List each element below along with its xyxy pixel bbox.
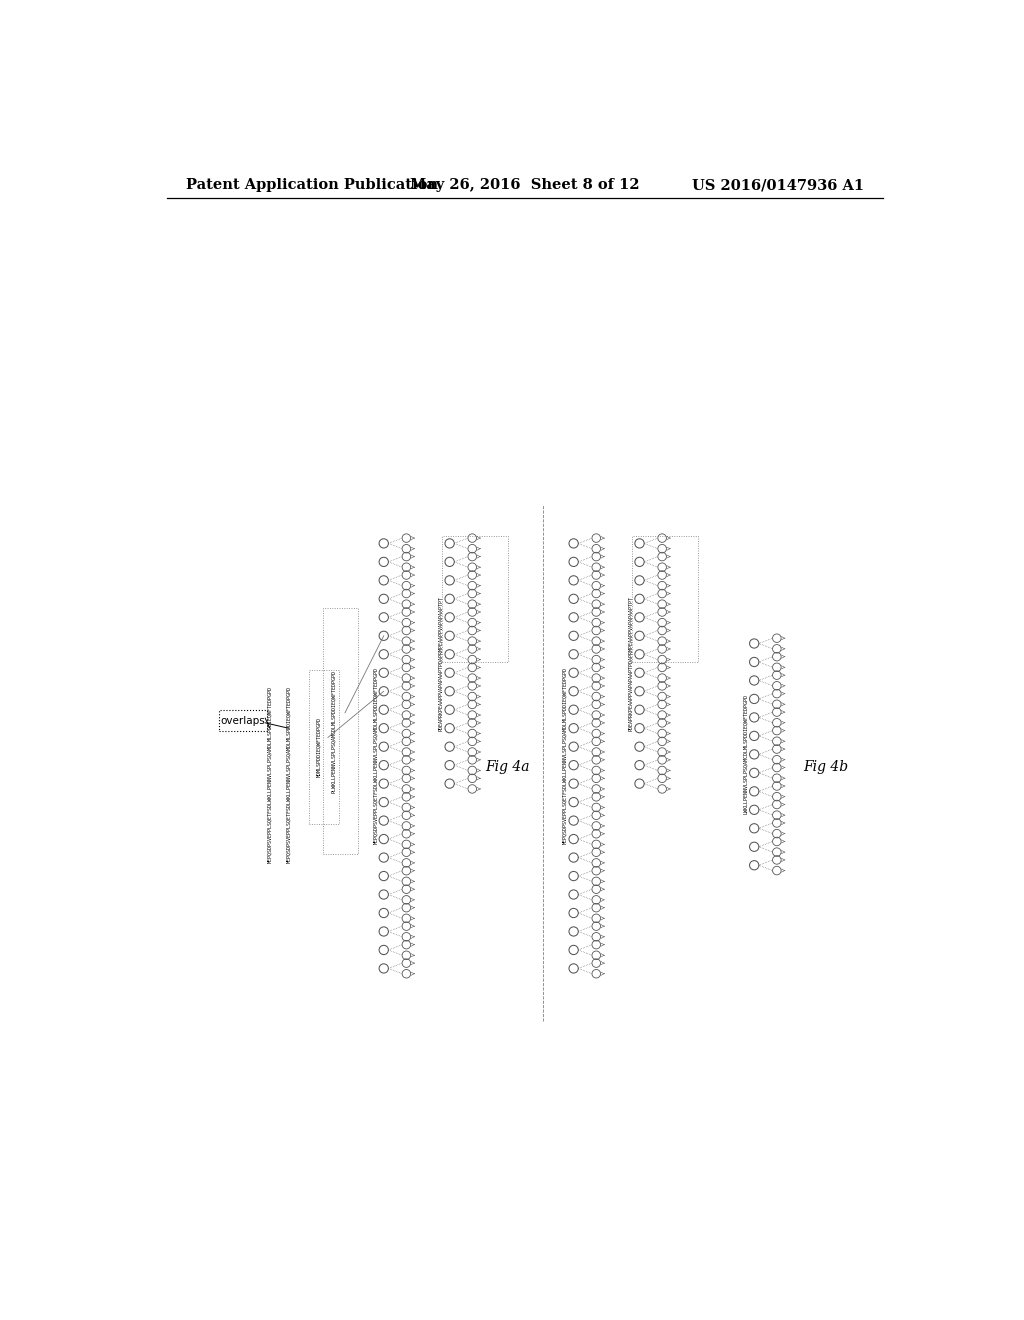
Text: MEPQSDPSVEPPLSQETFSDLWKLLPENNVLSPLPSQAMDLMLSPDDIEQWFTEDPGPD: MEPQSDPSVEPPLSQETFSDLWKLLPENNVLSPLPSQAMD… xyxy=(373,668,378,845)
FancyBboxPatch shape xyxy=(219,710,266,730)
Bar xyxy=(632,536,697,663)
Bar xyxy=(309,669,339,824)
Text: overlaps: overlaps xyxy=(220,715,265,726)
Text: Patent Application Publication: Patent Application Publication xyxy=(186,178,438,193)
Text: MDMLSPDDIEQWFTEDPGPD: MDMLSPDDIEQWFTEDPGPD xyxy=(316,717,322,776)
Text: US 2016/0147936 A1: US 2016/0147936 A1 xyxy=(692,178,864,193)
Text: Fig 4b: Fig 4b xyxy=(803,760,848,774)
Text: LWKLLPENNVLSPLPSQAMCDLMLSPDDIEQWFTEDPGPD: LWKLLPENNVLSPLPSQAMCDLMLSPDDIEQWFTEDPGPD xyxy=(743,694,749,814)
Bar xyxy=(324,609,358,854)
Text: Fig 4a: Fig 4a xyxy=(485,760,530,774)
Text: MEPQSDPSVEPPLSQETFSDLWKLLPENNVLSPLPSQAMDLMLSPDDIEQWFTEDPGPD: MEPQSDPSVEPPLSQETFSDLWKLLPENNVLSPLPSQAMD… xyxy=(286,686,291,863)
Bar xyxy=(442,536,508,663)
Text: MEPQSDPSVEPPLSQETFSDLWKLLPENNVLSPLPSQAMDLMLSPDDIEQWFTEDPGPD: MEPQSDPSVEPPLSQETFSDLWKLLPENNVLSPLPSQAMD… xyxy=(562,668,567,845)
Text: MEPQSDPSVEPPLSQETFSDLWKLLPENNVLSPLPSQAMDLMLSPDDIEQWFTEDPGPD: MEPQSDPSVEPPLSQETFSDLWKLLPENNVLSPLPSQAMD… xyxy=(267,686,272,863)
Text: PLWKLLPENNVLSPLPSQAMCDLMLSPDDIEQWFTEDPGPD: PLWKLLPENNVLSPLPSQAMCDLMLSPDDIEQWFTEDPGP… xyxy=(331,669,336,793)
Text: PDEAPRKPEAAPPVAPAPAAPTPDAPRMPEAAPPVAPAPAAPTPT: PDEAPRKPEAAPPVAPAPAAPTPDAPRMPEAAPPVAPAPA… xyxy=(629,597,634,731)
Text: PDEAPRKPEAAPPVAPAPAAPTPDAPRMPEAAPPVAPAPAAPTPT: PDEAPRKPEAAPPVAPAPAAPTPDAPRMPEAAPPVAPAPA… xyxy=(438,597,443,731)
Text: May 26, 2016  Sheet 8 of 12: May 26, 2016 Sheet 8 of 12 xyxy=(410,178,640,193)
